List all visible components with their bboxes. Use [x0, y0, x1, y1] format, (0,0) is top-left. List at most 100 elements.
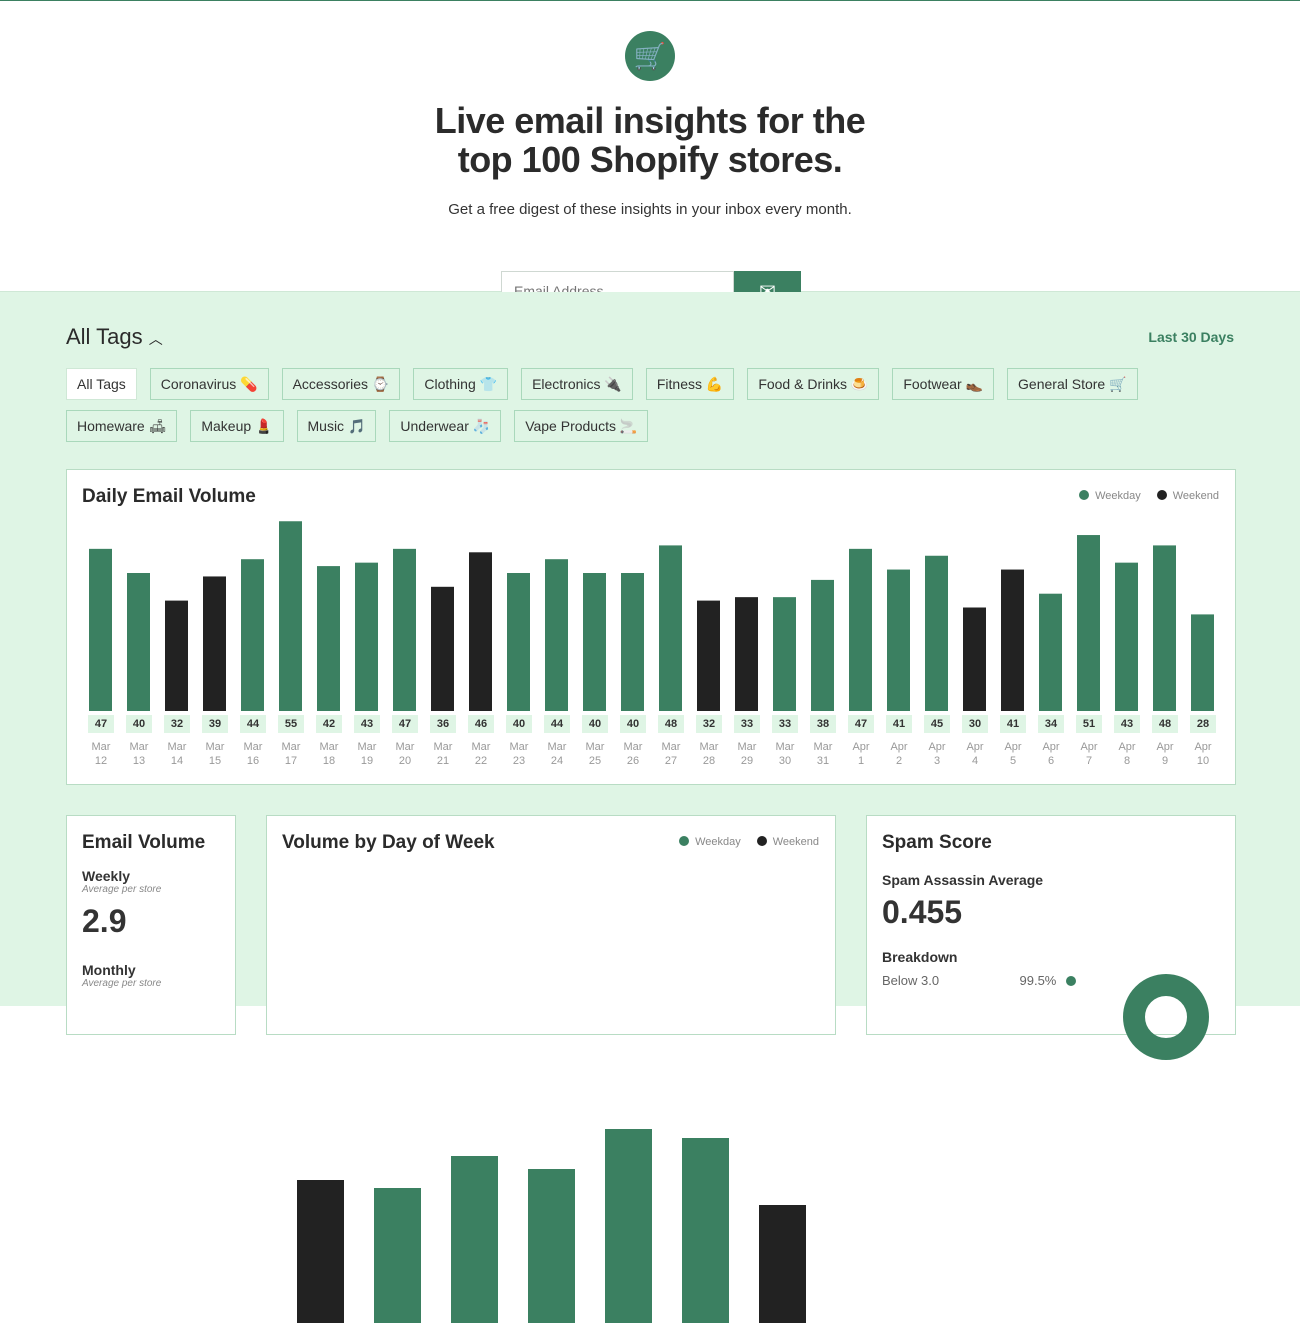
tag-12[interactable]: Underwear 🧦	[389, 410, 502, 442]
breakdown-row: Below 3.0 99.5%	[882, 973, 1082, 988]
bar[interactable]	[89, 548, 112, 711]
bar[interactable]	[165, 600, 188, 711]
bar[interactable]	[1115, 562, 1138, 711]
day: 26	[626, 755, 640, 767]
month: Mar	[547, 741, 567, 753]
month: Mar	[585, 741, 605, 753]
bar[interactable]	[279, 521, 302, 711]
bar[interactable]	[1077, 535, 1100, 711]
month: Mar	[395, 741, 415, 753]
month: Apr	[852, 741, 870, 753]
value-label: 47	[392, 715, 418, 733]
value-label: 30	[962, 715, 988, 733]
tag-8[interactable]: General Store 🛒	[1007, 368, 1138, 400]
tag-6[interactable]: Food & Drinks 🍮	[747, 368, 880, 400]
value-label: 44	[544, 715, 570, 733]
chevron-up-icon: ︿	[148, 331, 163, 347]
bar[interactable]	[431, 586, 454, 711]
legend-weekday: Weekday	[1095, 490, 1141, 502]
tags-title: All Tags	[66, 324, 143, 349]
bar[interactable]	[735, 597, 758, 711]
dow-bar[interactable]	[682, 1138, 729, 1323]
chart-title: Daily Email Volume	[82, 486, 256, 507]
month: Mar	[699, 741, 719, 753]
date-label: Mar 18	[314, 740, 344, 768]
month: Apr	[1080, 741, 1098, 753]
tag-4[interactable]: Electronics 🔌	[521, 368, 633, 400]
value-label: 55	[278, 715, 304, 733]
month: Mar	[281, 741, 301, 753]
tag-9[interactable]: Homeware 🛋	[66, 410, 178, 442]
day: 14	[170, 755, 184, 767]
card-title: Email Volume	[82, 832, 206, 853]
bar[interactable]	[469, 552, 492, 711]
tag-11[interactable]: Music 🎵	[296, 410, 377, 442]
dow-bar[interactable]	[528, 1169, 575, 1323]
day: 7	[1085, 755, 1093, 767]
tag-3[interactable]: Clothing 👕	[413, 368, 509, 400]
day: 29	[740, 755, 754, 767]
bar[interactable]	[203, 576, 226, 711]
bar[interactable]	[127, 573, 150, 711]
day: 19	[360, 755, 374, 767]
bar[interactable]	[697, 600, 720, 711]
bar[interactable]	[1191, 614, 1214, 711]
day: 12	[94, 755, 108, 767]
bar[interactable]	[963, 607, 986, 712]
tag-10[interactable]: Makeup 💄	[190, 410, 284, 442]
bar[interactable]	[317, 566, 340, 711]
bar[interactable]	[1153, 545, 1176, 711]
bar[interactable]	[393, 548, 416, 711]
avg-value: 0.455	[882, 894, 963, 930]
value-label: 36	[430, 715, 456, 733]
value-label: 43	[1114, 715, 1140, 733]
daily-chart	[89, 521, 1214, 712]
bar[interactable]	[507, 573, 530, 711]
tag-5[interactable]: Fitness 💪	[645, 368, 735, 400]
month: Mar	[509, 741, 529, 753]
date-label: Apr 2	[884, 740, 914, 768]
bar[interactable]	[1039, 593, 1062, 711]
day: 28	[702, 755, 716, 767]
value-label: 47	[88, 715, 114, 733]
bar[interactable]	[583, 573, 606, 711]
bar[interactable]	[887, 569, 910, 711]
bar[interactable]	[849, 548, 872, 711]
bar[interactable]	[355, 562, 378, 711]
tag-7[interactable]: Footwear 👞	[892, 368, 995, 400]
value-label: 45	[924, 715, 950, 733]
dow-bar[interactable]	[605, 1129, 652, 1323]
tags-dropdown[interactable]: All Tags ︿	[66, 324, 163, 350]
value-label: 42	[316, 715, 342, 733]
bar[interactable]	[545, 559, 568, 711]
dashboard: All Tags ︿ Last 30 Days All Tags Coronavi…	[0, 292, 1300, 1323]
day: 21	[436, 755, 450, 767]
month: Apr	[890, 741, 908, 753]
dow-bar[interactable]	[759, 1205, 806, 1323]
day: 9	[1161, 755, 1169, 767]
bar[interactable]	[659, 545, 682, 711]
weekend-dot-icon	[756, 836, 767, 846]
dow-bar[interactable]	[374, 1188, 421, 1323]
date-label: Mar 20	[390, 740, 420, 768]
date-range[interactable]: Last 30 Days	[1148, 329, 1234, 345]
dow-bar[interactable]	[297, 1180, 344, 1323]
tag-1[interactable]: Coronavirus 💊	[149, 368, 269, 400]
bar[interactable]	[621, 573, 644, 711]
tag-0[interactable]: All Tags	[66, 368, 137, 400]
bar[interactable]	[773, 597, 796, 711]
date-label: Mar 14	[162, 740, 192, 768]
month: Mar	[243, 741, 263, 753]
tag-2[interactable]: Accessories ⌚	[281, 368, 401, 400]
bar[interactable]	[241, 559, 264, 711]
bar[interactable]	[925, 555, 948, 711]
dow-bar[interactable]	[451, 1156, 498, 1323]
day: 22	[474, 755, 488, 767]
cart-logo-icon: 🛒	[625, 31, 675, 81]
day: 13	[132, 755, 146, 767]
tag-13[interactable]: Vape Products 🚬	[514, 410, 649, 442]
bar[interactable]	[811, 579, 834, 711]
date-label: Apr 7	[1074, 740, 1104, 768]
month: Mar	[129, 741, 149, 753]
bar[interactable]	[1001, 569, 1024, 711]
